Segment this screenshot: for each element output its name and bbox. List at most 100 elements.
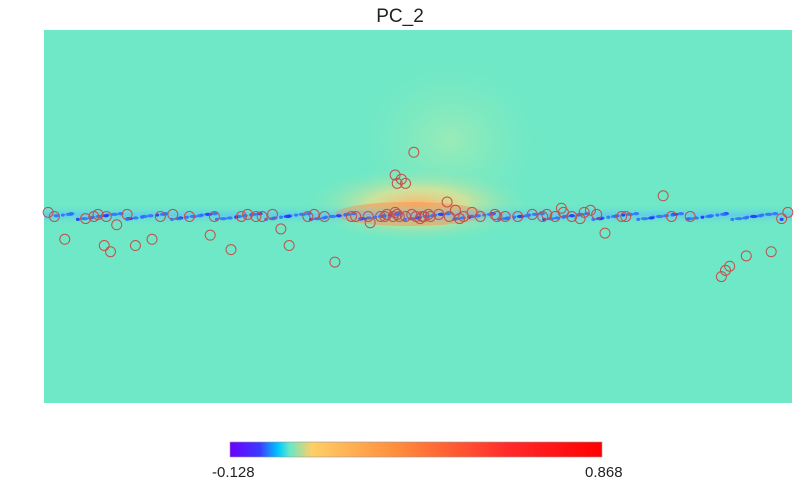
source-marker: [346, 211, 358, 222]
source-marker: [776, 213, 788, 225]
source-marker: [362, 211, 374, 222]
source-marker: [424, 211, 436, 222]
source-marker: [308, 208, 320, 220]
plane-source: [226, 216, 233, 220]
source-marker: [364, 217, 376, 229]
source-marker: [329, 256, 341, 268]
source-marker: [154, 211, 166, 222]
plane-source: [60, 213, 65, 217]
source-marker: [208, 211, 220, 222]
source-marker: [381, 208, 393, 220]
source-marker: [720, 264, 732, 276]
source-marker: [549, 211, 561, 222]
source-marker: [59, 233, 71, 245]
plane-source: [655, 214, 664, 219]
source-marker: [235, 211, 247, 222]
source-marker: [395, 173, 407, 185]
plane-source: [140, 215, 145, 219]
source-marker: [782, 206, 794, 218]
source-marker: [80, 213, 92, 225]
plane-source: [633, 211, 640, 216]
plane-source: [715, 213, 720, 217]
plane-source: [700, 215, 705, 219]
source-marker: [375, 211, 387, 222]
plane-source: [704, 214, 713, 219]
plane-source: [516, 214, 525, 219]
colorbar-min-label: -0.128: [212, 464, 255, 481]
source-marker: [443, 211, 455, 222]
source-marker: [400, 177, 412, 189]
source-marker: [526, 208, 538, 220]
plane-source: [636, 217, 641, 222]
source-marker: [765, 246, 777, 258]
plane-source: [184, 215, 189, 219]
source-marker: [599, 227, 611, 239]
plane-source: [670, 213, 675, 217]
source-marker: [129, 240, 141, 252]
source-marker: [408, 146, 420, 158]
source-marker: [256, 211, 268, 222]
source-marker: [657, 190, 669, 202]
plane-source: [625, 212, 634, 216]
source-marker: [242, 208, 254, 220]
source-marker: [48, 211, 60, 222]
plane-source: [640, 217, 649, 221]
source-marker: [204, 229, 216, 241]
plane-source: [196, 214, 203, 218]
colorbar: [229, 441, 603, 458]
source-marker: [225, 244, 237, 256]
source-marker: [416, 211, 428, 222]
source-marker: [267, 208, 279, 220]
source-marker: [379, 211, 391, 222]
plane-source: [65, 212, 74, 216]
plane-source: [606, 215, 611, 219]
plane-source: [542, 217, 547, 222]
source-marker: [393, 211, 405, 222]
source-marker: [121, 208, 133, 220]
source-marker: [250, 211, 262, 222]
plane-source: [779, 217, 784, 222]
source-marker: [100, 211, 112, 222]
plane-source: [678, 211, 685, 216]
plane-source: [283, 214, 292, 219]
source-marker: [620, 211, 632, 222]
plane-source: [730, 217, 735, 222]
plane-source: [610, 214, 619, 219]
source-markers: [42, 146, 794, 283]
plane-source: [719, 212, 728, 216]
plane-source: [53, 214, 60, 218]
source-marker: [387, 211, 399, 222]
source-marker: [441, 196, 453, 208]
source-marker: [350, 211, 362, 222]
source-marker: [111, 219, 123, 231]
plane-source: [294, 213, 299, 217]
plane-source: [749, 214, 758, 219]
plane-source: [132, 216, 139, 220]
plane-source: [621, 213, 626, 217]
plane-source: [320, 216, 327, 220]
source-marker: [684, 211, 696, 222]
source-marker: [724, 260, 736, 272]
plane-source: [742, 216, 749, 220]
source-marker: [715, 271, 727, 283]
plane-source: [219, 217, 228, 221]
plane-source: [211, 211, 218, 216]
source-marker: [512, 211, 524, 222]
plane-source: [110, 212, 119, 216]
source-marker: [146, 233, 158, 245]
plane-source: [648, 216, 655, 220]
source-marker: [400, 211, 412, 222]
source-marker: [391, 177, 403, 189]
plane-source: [80, 217, 89, 221]
plane-source: [764, 212, 773, 216]
source-marker: [167, 208, 179, 220]
source-marker: [616, 211, 628, 222]
source-marker: [98, 240, 110, 252]
plane-source: [147, 214, 154, 218]
source-marker: [584, 204, 596, 216]
source-marker: [183, 211, 195, 222]
source-marker: [406, 208, 418, 220]
source-marker: [665, 211, 677, 222]
source-marker: [537, 211, 549, 222]
source-marker: [489, 208, 501, 220]
